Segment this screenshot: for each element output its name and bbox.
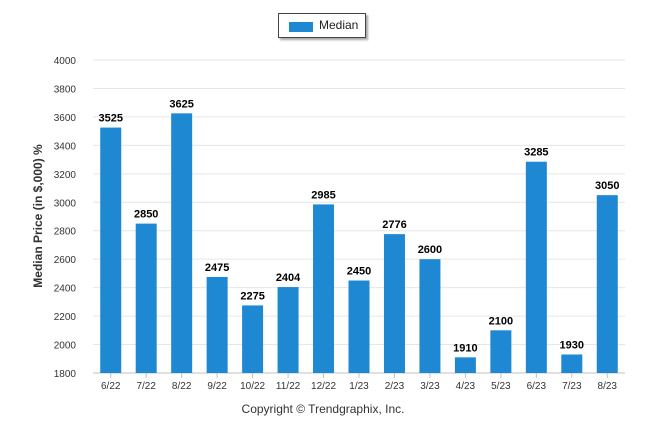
x-tick-label: 10/22 — [240, 381, 265, 392]
y-tick-label: 2400 — [54, 284, 77, 295]
x-tick-label: 4/23 — [456, 381, 476, 392]
y-tick-label: 2200 — [54, 312, 77, 323]
data-label: 2985 — [311, 189, 335, 201]
bar-10-22[interactable] — [242, 305, 264, 373]
y-axis-label: Median Price (in $,000) % — [31, 144, 45, 288]
data-label: 2776 — [382, 219, 406, 231]
data-label: 3625 — [169, 98, 193, 110]
y-tick-label: 3000 — [54, 198, 77, 209]
data-label: 1930 — [560, 340, 584, 352]
bar-2-23[interactable] — [383, 234, 405, 373]
x-axis-ticks: 6/22 7/22 8/22 9/22 10/22 11/22 12/22 1/23 2/23 3… — [101, 373, 617, 392]
bar-6-22[interactable] — [100, 127, 122, 373]
x-tick-label: 2/23 — [385, 381, 405, 392]
data-label: 1910 — [453, 342, 477, 354]
y-tick-label: 1800 — [54, 369, 77, 380]
data-label: 2850 — [134, 209, 158, 221]
x-tick-label: 7/23 — [562, 381, 582, 392]
y-tick-label: 4000 — [54, 56, 77, 67]
data-label: 3525 — [98, 113, 122, 125]
bar-5-23[interactable] — [490, 330, 512, 373]
data-label: 2450 — [347, 266, 371, 278]
bars-group — [100, 113, 618, 374]
x-tick-label: 6/22 — [101, 381, 121, 392]
x-tick-label: 8/23 — [598, 381, 618, 392]
legend-swatch-median — [289, 22, 313, 32]
bar-1-23[interactable] — [348, 280, 370, 373]
bar-8-22[interactable] — [171, 113, 193, 374]
x-tick-label: 11/22 — [276, 381, 301, 392]
data-label: 2475 — [205, 262, 229, 274]
data-label: 3285 — [524, 147, 548, 159]
bar-4-23[interactable] — [454, 357, 476, 373]
data-label: 2404 — [276, 272, 301, 284]
data-label: 3050 — [595, 180, 619, 192]
legend[interactable]: Median — [278, 13, 366, 38]
x-tick-label: 1/23 — [349, 381, 369, 392]
y-tick-label: 3200 — [54, 170, 77, 181]
x-tick-label: 6/23 — [527, 381, 547, 392]
data-label: 2100 — [489, 315, 513, 327]
copyright-footer: Copyright © Trendgraphix, Inc. — [241, 402, 405, 416]
y-axis-ticks: 1800 2000 2200 2400 2600 2800 3000 3200 3400 3600… — [54, 56, 77, 380]
bar-9-22[interactable] — [206, 276, 228, 373]
legend-label-median: Median — [319, 18, 359, 32]
x-tick-label: 5/23 — [491, 381, 511, 392]
y-tick-label: 3600 — [54, 113, 77, 124]
bar-6-23[interactable] — [525, 161, 547, 373]
y-tick-label: 2000 — [54, 341, 77, 352]
x-tick-label: 12/22 — [311, 381, 336, 392]
bar-8-23[interactable] — [596, 195, 618, 373]
data-labels-group: 3525 2850 3625 2475 2275 2404 2985 2450 2776 2600… — [98, 98, 619, 354]
x-tick-label: 9/22 — [207, 381, 227, 392]
x-tick-label: 8/22 — [172, 381, 192, 392]
data-label: 2275 — [240, 290, 264, 302]
y-tick-label: 3400 — [54, 141, 77, 152]
y-tick-label: 2600 — [54, 255, 77, 266]
bar-7-22[interactable] — [135, 223, 157, 373]
data-label: 2600 — [418, 244, 442, 256]
y-tick-label: 3800 — [54, 84, 77, 95]
bar-7-23[interactable] — [561, 354, 583, 373]
bar-11-22[interactable] — [277, 287, 299, 373]
x-tick-label: 3/23 — [420, 381, 440, 392]
x-tick-label: 7/22 — [136, 381, 156, 392]
bar-12-22[interactable] — [313, 204, 335, 373]
bar-3-23[interactable] — [419, 259, 441, 373]
y-tick-label: 2800 — [54, 227, 77, 238]
